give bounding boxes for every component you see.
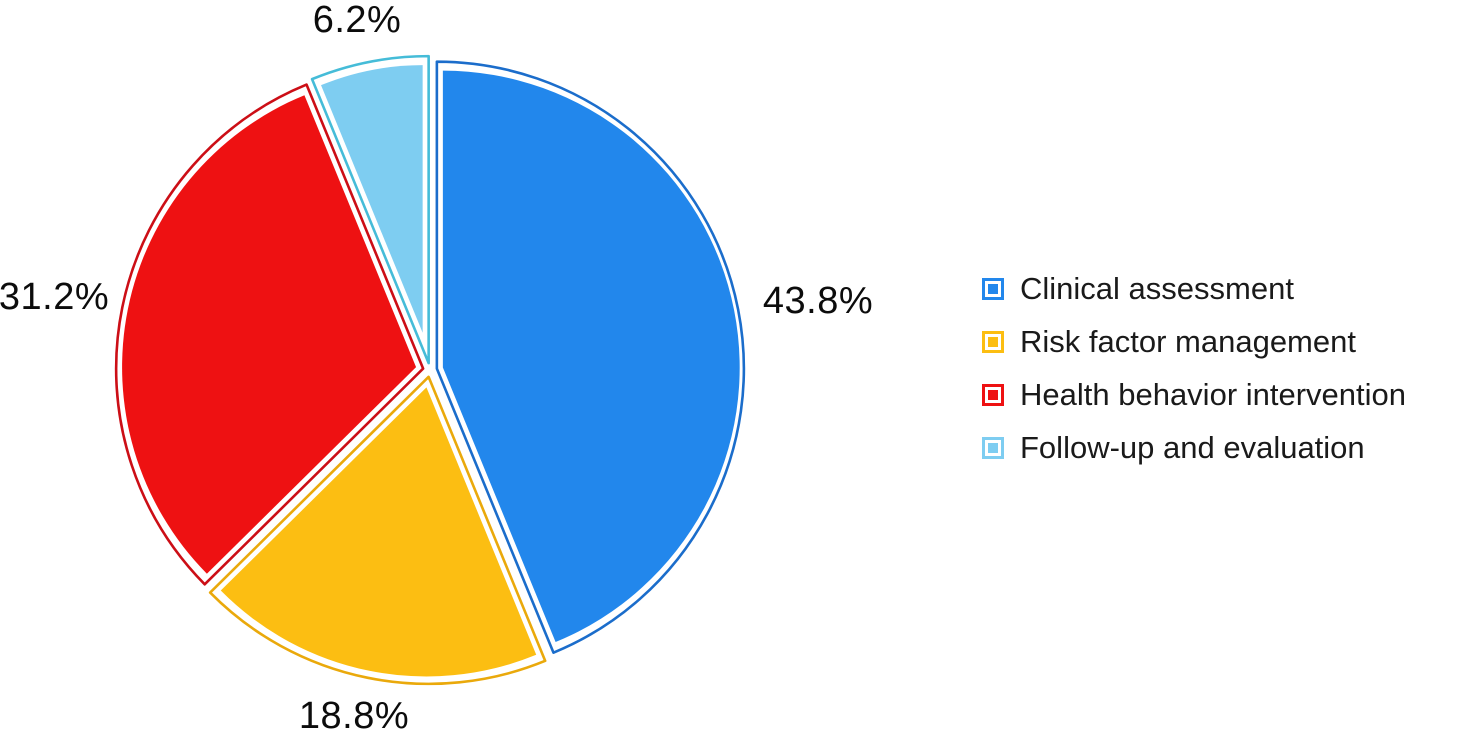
legend-item-clinical-assessment: Clinical assessment [982, 262, 1406, 315]
data-label-clinical-assessment: 43.8% [762, 280, 874, 322]
legend-swatch-icon [982, 383, 1004, 406]
legend-item-health-behavior-intervention: Health behavior intervention [982, 368, 1406, 421]
legend-label: Health behavior intervention [1020, 376, 1407, 412]
legend-swatch-icon [982, 330, 1004, 353]
legend-swatch-inner [988, 336, 998, 347]
legend-swatch-icon [982, 277, 1004, 300]
legend-item-follow-up-and-evaluation: Follow-up and evaluation [982, 421, 1406, 474]
legend-swatch-icon [982, 436, 1004, 459]
legend: Clinical assessment Risk factor manageme… [982, 262, 1406, 474]
data-label-follow-up-and-evaluation: 6.2% [312, 0, 402, 41]
legend-swatch-inner [988, 283, 998, 294]
legend-swatch-inner [988, 442, 998, 453]
legend-label: Follow-up and evaluation [1020, 429, 1365, 465]
legend-swatch-inner [988, 389, 998, 400]
legend-label: Risk factor management [1020, 323, 1356, 359]
data-label-risk-factor-management: 18.8% [298, 695, 410, 737]
data-label-health-behavior-intervention: 31.2% [0, 276, 110, 318]
legend-label: Clinical assessment [1020, 270, 1294, 306]
legend-item-risk-factor-management: Risk factor management [982, 315, 1406, 368]
